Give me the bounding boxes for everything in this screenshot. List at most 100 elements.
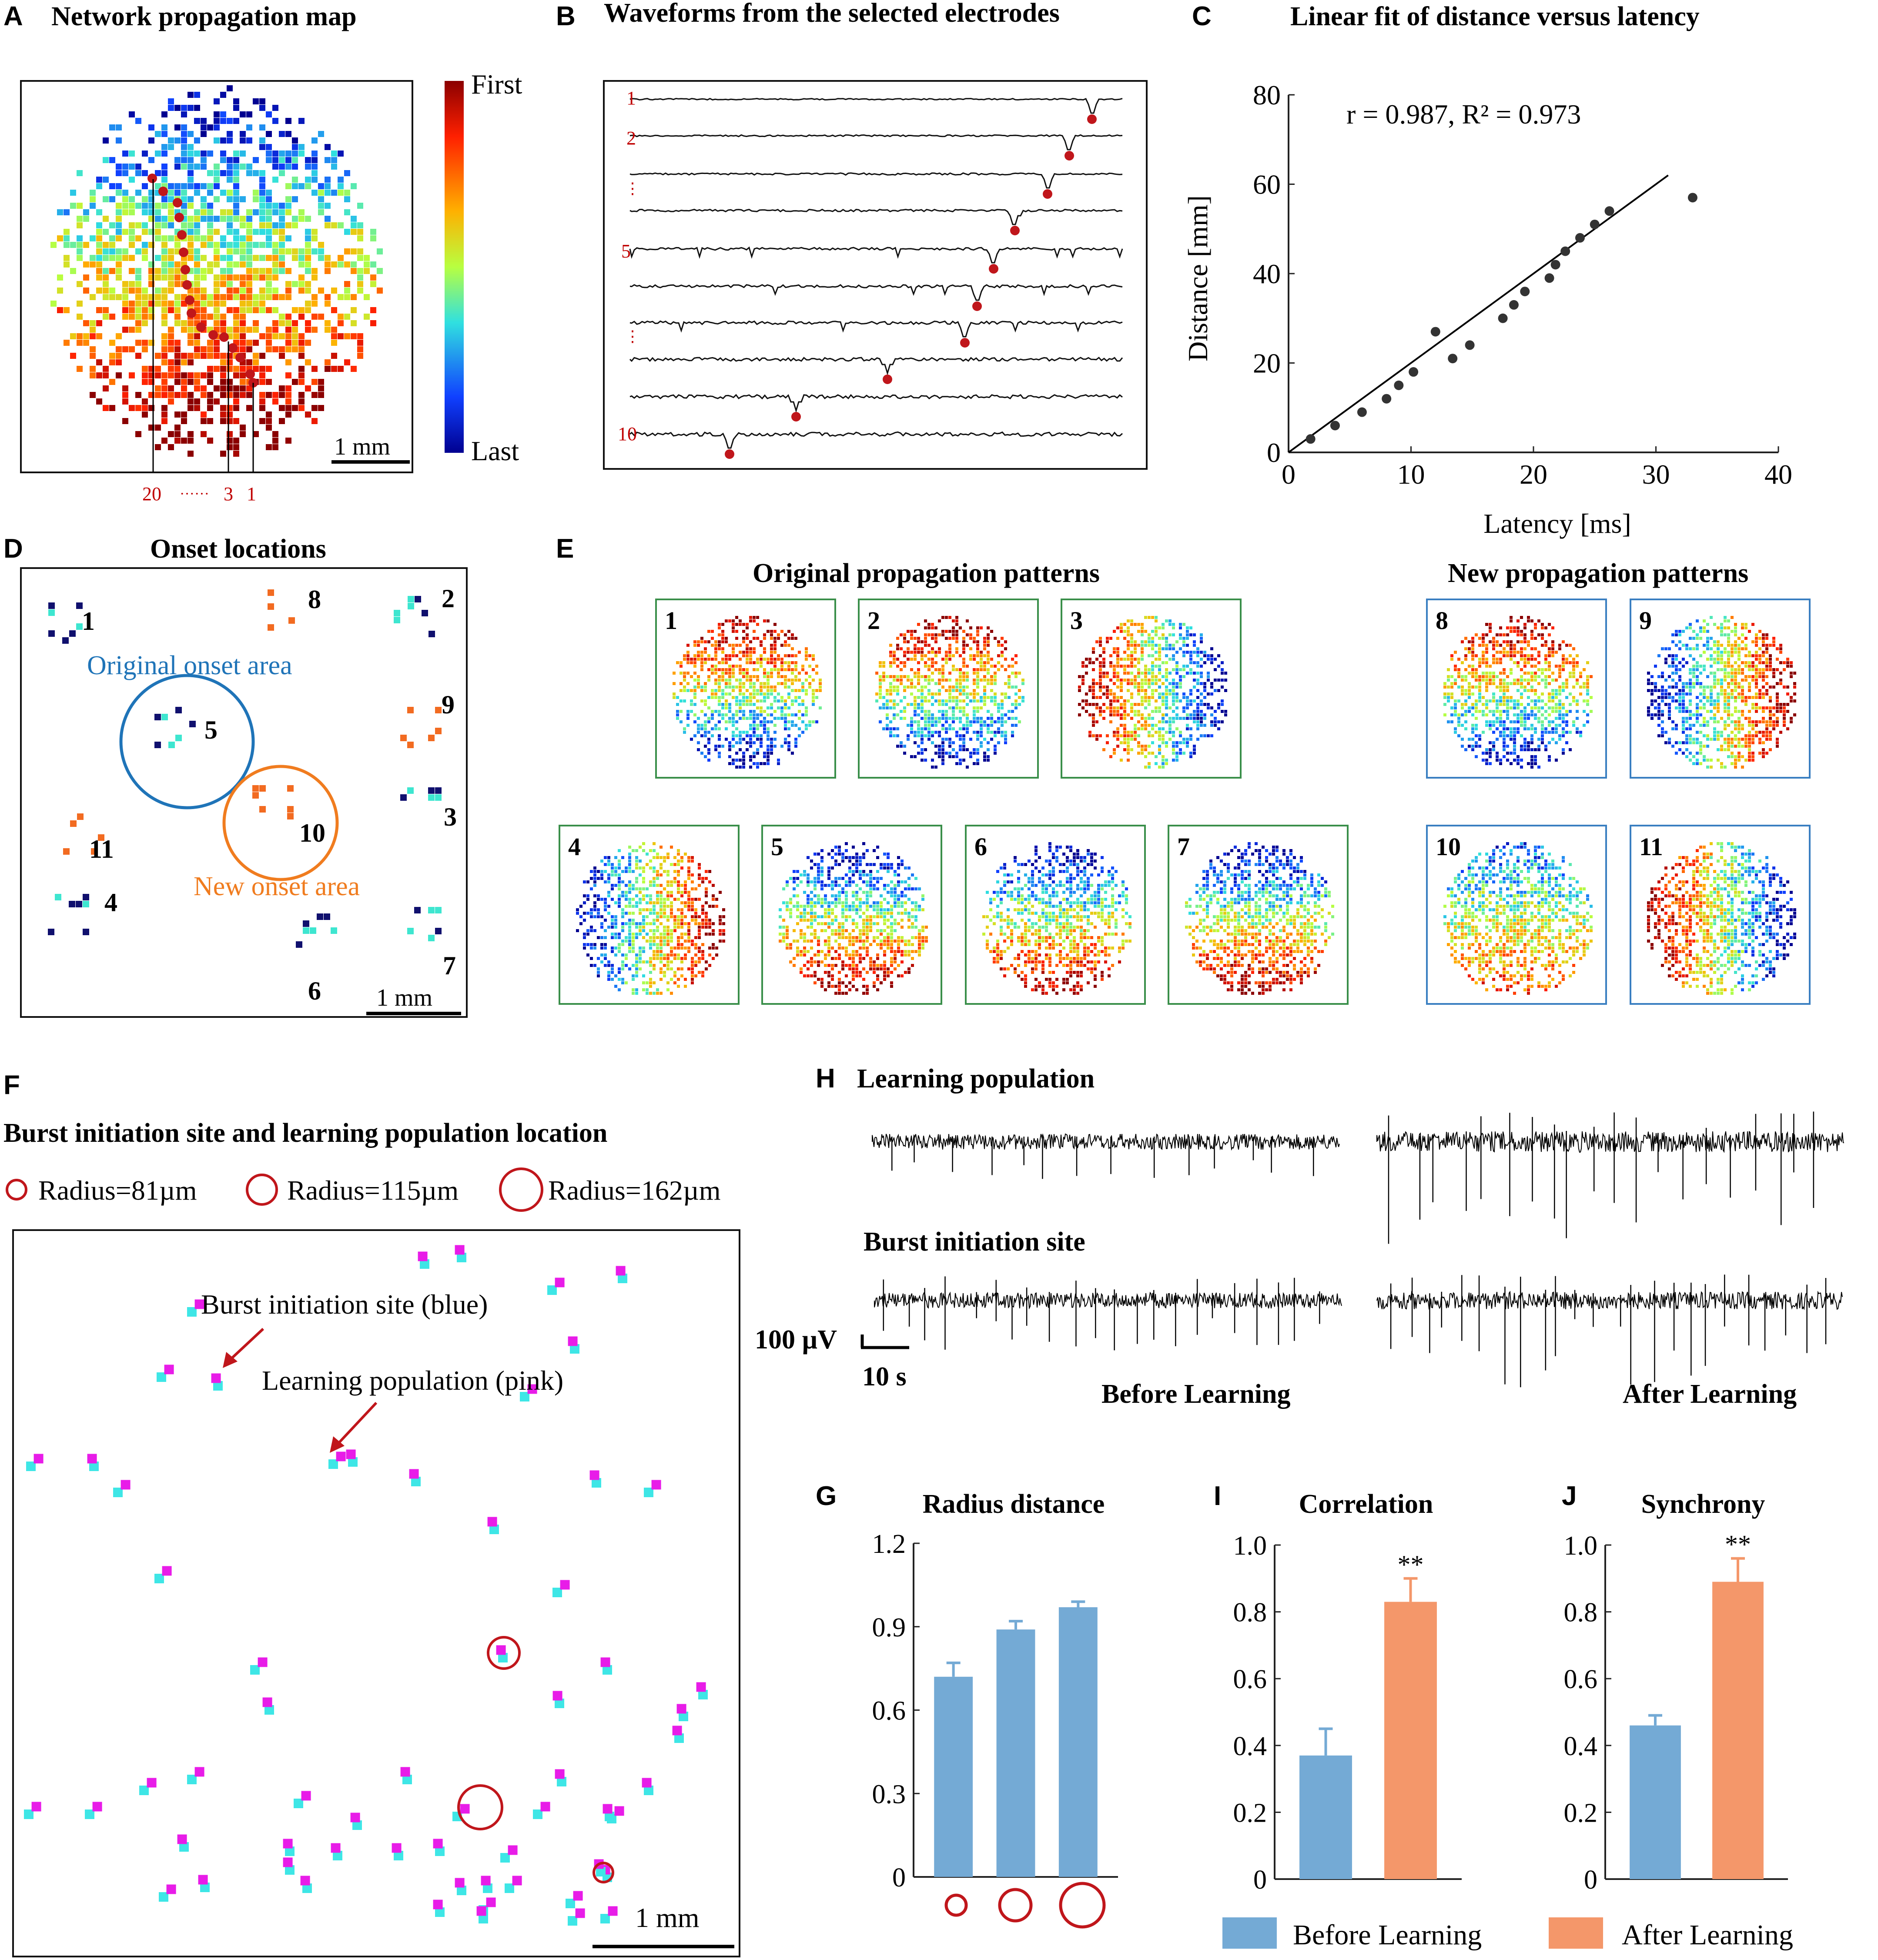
pattern-pixel xyxy=(1520,745,1523,748)
pattern-pixel xyxy=(1762,679,1765,682)
map-pixel xyxy=(266,411,272,418)
map-pixel xyxy=(103,268,109,274)
pattern-pixel xyxy=(700,658,703,661)
map-pixel xyxy=(214,124,220,130)
pattern-pixel xyxy=(756,748,759,751)
pattern-pixel xyxy=(1727,654,1730,657)
map-pixel xyxy=(161,438,167,444)
pattern-pixel xyxy=(1685,717,1688,720)
pattern-pixel xyxy=(1678,699,1681,702)
map-pixel xyxy=(364,314,370,320)
map-pixel xyxy=(227,209,233,215)
pattern-pixel xyxy=(1647,679,1650,682)
map-pixel xyxy=(233,203,239,209)
pattern-pixel xyxy=(1186,699,1189,702)
pattern-pixel xyxy=(1762,717,1765,720)
pattern-pixel xyxy=(921,710,924,713)
pattern-pixel xyxy=(1168,731,1172,734)
map-pixel xyxy=(305,281,311,287)
pattern-pixel xyxy=(973,696,976,699)
pattern-pixel xyxy=(914,675,917,678)
map-pixel xyxy=(240,248,246,254)
pattern-pixel xyxy=(1772,686,1775,689)
pattern-pixel xyxy=(1172,668,1175,671)
pattern-pixel xyxy=(1078,703,1081,706)
pattern-pixel xyxy=(1734,689,1737,692)
map-pixel xyxy=(285,320,291,326)
map-pixel xyxy=(174,242,181,248)
map-pixel xyxy=(298,209,305,215)
map-pixel xyxy=(187,392,194,398)
pattern-pixel xyxy=(791,720,794,723)
pattern-pixel xyxy=(1675,752,1678,755)
pattern-pixel xyxy=(714,672,717,675)
pattern-pixel xyxy=(1682,717,1685,720)
map-pixel xyxy=(285,222,291,228)
pattern-pixel xyxy=(910,727,913,730)
pattern-pixel xyxy=(1668,706,1671,709)
pattern-pixel xyxy=(959,748,962,751)
pattern-pixel xyxy=(1113,706,1116,709)
map-pixel xyxy=(220,418,226,424)
pattern-pixel xyxy=(1713,720,1716,723)
pattern-pixel xyxy=(784,654,787,657)
pattern-pixel xyxy=(1450,706,1453,709)
pattern-pixel xyxy=(1457,713,1460,716)
pattern-pixel xyxy=(1737,692,1741,696)
pattern-pixel xyxy=(1503,755,1506,758)
map-pixel xyxy=(227,177,233,183)
pattern-pixel xyxy=(742,710,745,713)
map-pixel xyxy=(161,372,167,378)
map-pixel xyxy=(77,314,83,320)
pattern-pixel xyxy=(1527,661,1530,664)
pattern-pixel xyxy=(980,727,983,730)
pattern-pixel xyxy=(1534,713,1537,716)
pattern-number-3: 3 xyxy=(1070,606,1083,635)
map-pixel xyxy=(194,190,200,196)
pattern-pixel xyxy=(1475,633,1478,636)
pattern-pixel xyxy=(941,686,944,689)
pattern-pixel xyxy=(1724,616,1727,619)
map-pixel xyxy=(325,359,331,365)
pattern-pixel xyxy=(1148,766,1151,769)
onset-electrode xyxy=(63,848,70,855)
map-pixel xyxy=(174,353,181,359)
pattern-pixel xyxy=(1210,682,1213,685)
pattern-pixel xyxy=(1189,727,1192,730)
pattern-pixel xyxy=(1751,724,1754,727)
pattern-pixel xyxy=(780,713,783,716)
pattern-pixel xyxy=(973,762,976,765)
pattern-pixel xyxy=(791,668,794,671)
pattern-pixel xyxy=(987,724,990,727)
pattern-pixel xyxy=(1492,675,1495,678)
pattern-pixel xyxy=(1489,675,1492,678)
pattern-pixel xyxy=(721,689,724,692)
pattern-pixel xyxy=(767,689,770,692)
pattern-pixel xyxy=(1513,679,1516,682)
pattern-pixel xyxy=(1489,755,1492,758)
pattern-pixel xyxy=(1762,710,1765,713)
pattern-pixel xyxy=(1175,745,1178,748)
map-pixel xyxy=(181,274,187,281)
pattern-pixel xyxy=(1193,745,1196,748)
pattern-pixel xyxy=(987,644,990,647)
pattern-pixel xyxy=(756,668,759,671)
pattern-pixel xyxy=(1120,630,1123,633)
map-pixel xyxy=(194,92,200,98)
pattern-pixel xyxy=(1186,637,1189,640)
pattern-pixel xyxy=(1537,766,1540,769)
pattern-pixel xyxy=(791,699,794,702)
map-pixel xyxy=(370,274,376,281)
pattern-pixel xyxy=(1548,665,1551,668)
pattern-pixel xyxy=(1530,679,1533,682)
pattern-pixel xyxy=(801,689,804,692)
pattern-pixel xyxy=(1189,689,1192,692)
pattern-pixel xyxy=(1675,665,1678,668)
map-pixel xyxy=(285,183,291,189)
pattern-pixel xyxy=(1106,696,1109,699)
pattern-pixel xyxy=(1751,696,1754,699)
pattern-pixel xyxy=(1689,672,1692,675)
map-pixel xyxy=(279,314,285,320)
map-pixel xyxy=(201,274,207,281)
pattern-pixel xyxy=(938,731,941,734)
